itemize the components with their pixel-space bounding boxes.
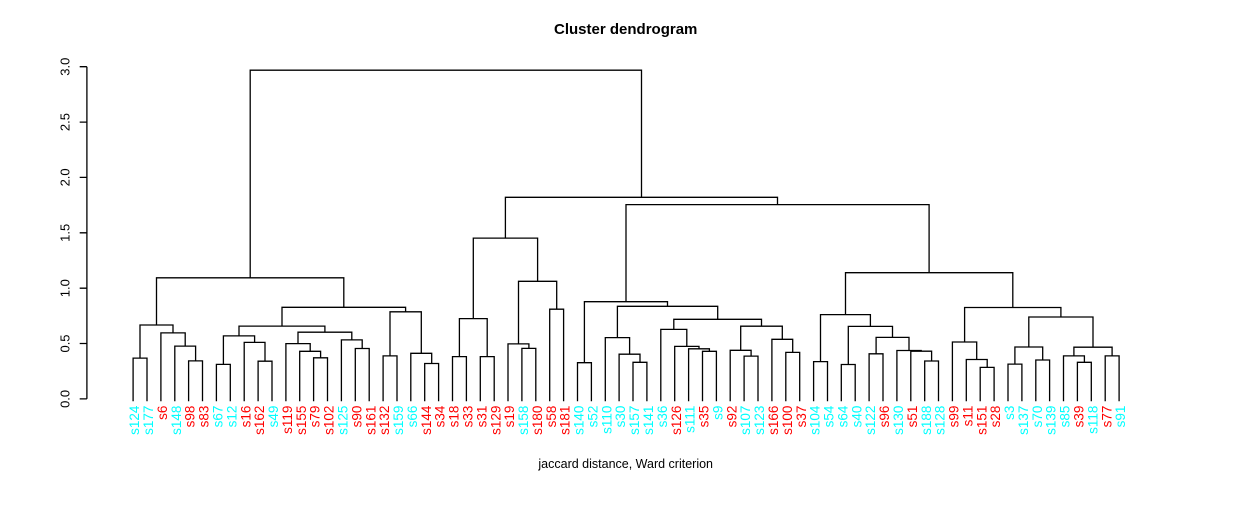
svg-text:s19: s19 xyxy=(502,406,517,428)
svg-text:s64: s64 xyxy=(835,405,850,427)
svg-text:s158: s158 xyxy=(516,406,531,435)
svg-text:s130: s130 xyxy=(891,406,906,435)
svg-text:jaccard distance, Ward criteri: jaccard distance, Ward criterion xyxy=(537,457,713,471)
svg-text:s166: s166 xyxy=(766,406,781,435)
svg-text:s49: s49 xyxy=(266,406,281,428)
svg-text:s92: s92 xyxy=(724,406,739,428)
svg-text:s6: s6 xyxy=(155,406,170,420)
svg-text:s85: s85 xyxy=(1058,406,1073,428)
svg-text:s125: s125 xyxy=(336,406,351,435)
svg-text:s66: s66 xyxy=(405,406,420,428)
svg-text:s70: s70 xyxy=(1030,406,1045,428)
svg-text:s148: s148 xyxy=(169,406,184,435)
svg-text:s18: s18 xyxy=(447,406,462,428)
svg-text:s39: s39 xyxy=(1072,406,1087,428)
svg-text:s137: s137 xyxy=(1016,406,1031,435)
svg-text:s128: s128 xyxy=(933,406,948,435)
svg-text:s111: s111 xyxy=(683,406,698,433)
svg-text:s141: s141 xyxy=(641,406,656,435)
svg-text:3.0: 3.0 xyxy=(58,58,73,76)
svg-text:s12: s12 xyxy=(224,406,239,428)
svg-text:s30: s30 xyxy=(613,406,628,428)
svg-text:s34: s34 xyxy=(433,405,448,427)
svg-text:s180: s180 xyxy=(530,406,545,435)
svg-text:s99: s99 xyxy=(947,406,962,428)
svg-text:s159: s159 xyxy=(391,406,406,435)
svg-text:s124: s124 xyxy=(127,405,142,435)
svg-text:s123: s123 xyxy=(752,406,767,435)
svg-text:1.0: 1.0 xyxy=(58,279,73,297)
svg-text:s144: s144 xyxy=(419,405,434,435)
svg-text:s126: s126 xyxy=(669,406,684,435)
svg-text:1.5: 1.5 xyxy=(58,224,73,242)
svg-text:s139: s139 xyxy=(1044,406,1059,435)
svg-text:s31: s31 xyxy=(474,406,489,428)
svg-text:s28: s28 xyxy=(988,406,1003,428)
svg-text:s177: s177 xyxy=(141,406,156,435)
svg-text:s104: s104 xyxy=(808,405,823,435)
svg-text:Cluster dendrogram: Cluster dendrogram xyxy=(554,21,697,38)
svg-text:s162: s162 xyxy=(252,406,267,435)
svg-text:s91: s91 xyxy=(1113,406,1128,428)
svg-text:s16: s16 xyxy=(238,406,253,428)
svg-text:s119: s119 xyxy=(280,406,295,434)
svg-text:s155: s155 xyxy=(294,406,309,435)
svg-text:s51: s51 xyxy=(905,406,920,428)
svg-text:s118: s118 xyxy=(1085,406,1100,434)
svg-text:s122: s122 xyxy=(863,406,878,435)
svg-text:s157: s157 xyxy=(627,406,642,435)
svg-text:s100: s100 xyxy=(780,406,795,435)
svg-text:s96: s96 xyxy=(877,406,892,428)
svg-text:0.5: 0.5 xyxy=(58,334,73,352)
svg-text:s33: s33 xyxy=(461,406,476,428)
svg-text:s58: s58 xyxy=(544,406,559,428)
svg-text:s9: s9 xyxy=(711,406,726,420)
svg-text:s54: s54 xyxy=(822,405,837,427)
svg-text:s129: s129 xyxy=(488,406,503,435)
svg-text:s36: s36 xyxy=(655,406,670,428)
svg-text:s40: s40 xyxy=(849,406,864,428)
svg-text:s67: s67 xyxy=(211,406,226,428)
svg-text:s102: s102 xyxy=(322,406,337,435)
svg-text:0.0: 0.0 xyxy=(58,390,73,408)
svg-text:s3: s3 xyxy=(1002,406,1017,420)
svg-text:s140: s140 xyxy=(572,406,587,435)
svg-text:s110: s110 xyxy=(599,406,614,434)
svg-text:2.0: 2.0 xyxy=(58,168,73,186)
svg-text:s90: s90 xyxy=(349,406,364,428)
svg-text:s79: s79 xyxy=(308,406,323,428)
svg-text:s35: s35 xyxy=(697,406,712,428)
svg-text:s161: s161 xyxy=(363,406,378,435)
svg-text:s188: s188 xyxy=(919,406,934,435)
svg-text:s132: s132 xyxy=(377,406,392,435)
svg-text:2.5: 2.5 xyxy=(58,113,73,131)
svg-text:s181: s181 xyxy=(558,406,573,435)
svg-text:s52: s52 xyxy=(586,406,601,428)
svg-text:s151: s151 xyxy=(974,406,989,435)
svg-text:s77: s77 xyxy=(1099,406,1114,428)
svg-text:s83: s83 xyxy=(197,406,212,428)
svg-text:s98: s98 xyxy=(183,406,198,428)
svg-text:s37: s37 xyxy=(794,406,809,428)
svg-text:s107: s107 xyxy=(738,406,753,435)
svg-text:s11: s11 xyxy=(960,406,975,427)
